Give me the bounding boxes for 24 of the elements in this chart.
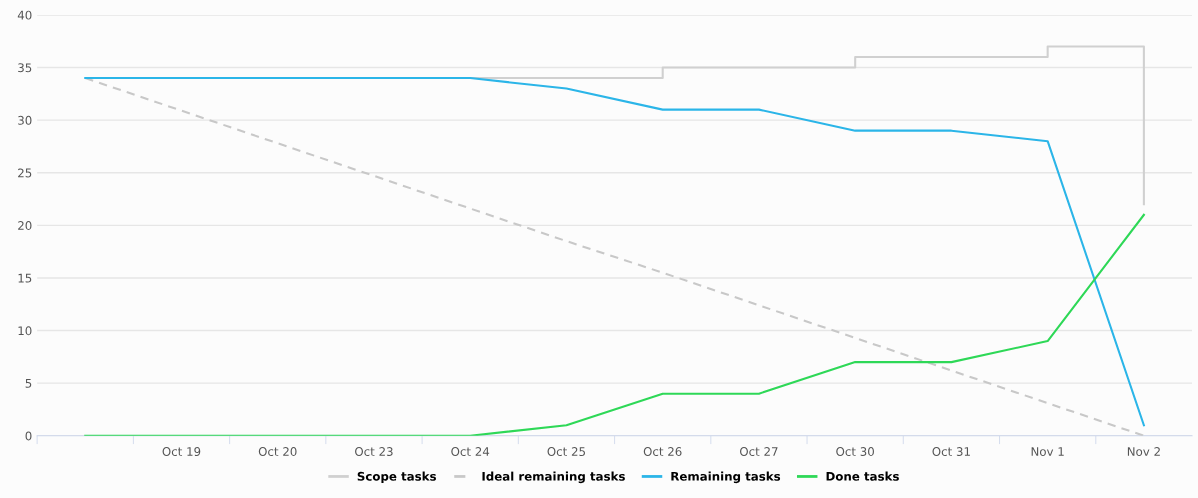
x-tick-label: Oct 31 [932,447,970,456]
y-tick-label: 15 [18,273,32,283]
x-tick-label: Oct 27 [740,447,778,456]
legend-label: Remaining tasks [671,471,781,484]
x-tick-label: Oct 26 [643,447,682,456]
y-tick-label: 5 [25,379,32,388]
x-tick-label: Oct 19 [162,447,201,456]
x-tick-label: Nov 2 [1127,447,1160,456]
legend-label: Done tasks [826,471,899,481]
x-tick-label: Nov 1 [1031,447,1064,456]
legend-label: Ideal remaining tasks [482,471,625,484]
y-tick-label: 30 [18,115,32,125]
x-tick-label: Oct 30 [836,447,874,456]
y-tick-label: 10 [18,326,32,336]
x-tick-label: Oct 24 [451,447,490,456]
x-tick-label: Oct 20 [258,447,297,456]
y-tick-label: 0 [25,431,32,441]
y-tick-label: 40 [17,10,32,20]
y-tick-label: 20 [18,221,32,230]
y-tick-label: 25 [18,168,32,178]
legend-label: Scope tasks [357,471,436,484]
x-tick-label: Oct 25 [547,447,586,456]
y-tick-label: 35 [18,63,32,73]
x-tick-label: Oct 23 [355,447,393,456]
